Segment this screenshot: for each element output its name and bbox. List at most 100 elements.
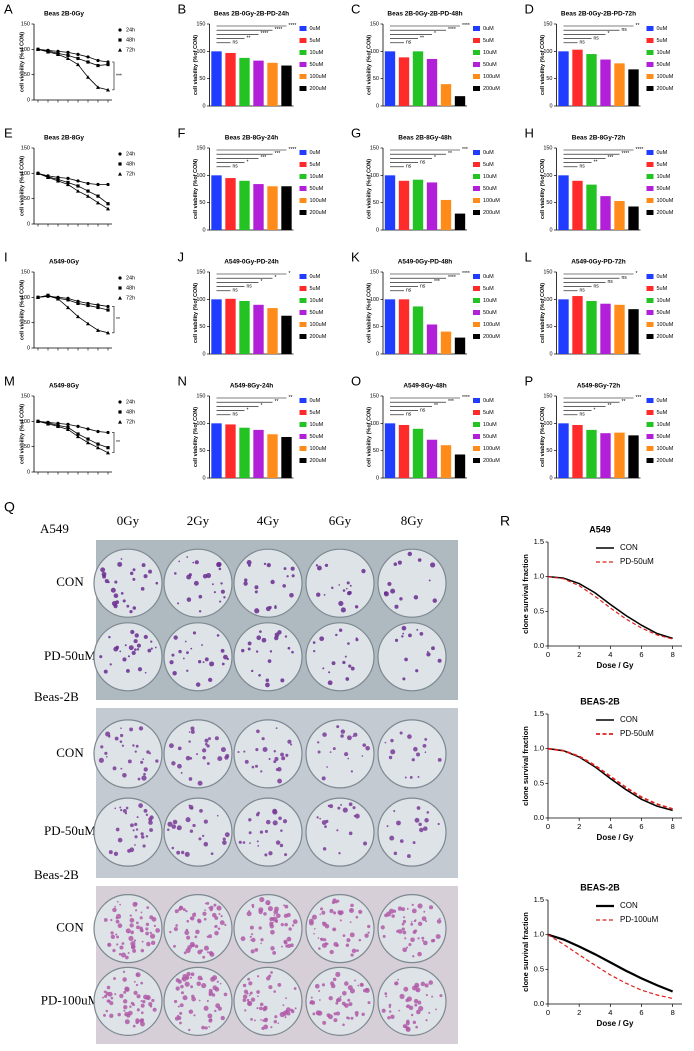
y-tick-label: 0 <box>27 469 30 475</box>
colony <box>280 752 284 757</box>
colony <box>214 924 218 928</box>
legend-swatch <box>299 62 307 67</box>
colony <box>203 819 208 824</box>
point <box>46 421 50 426</box>
y-axis-label: clone survival fraction <box>521 726 530 806</box>
colony <box>150 647 153 650</box>
panel-letter: A <box>4 1 13 16</box>
colony <box>175 924 178 927</box>
y-tick-label: 150 <box>543 269 552 275</box>
colony <box>127 759 132 764</box>
y-tick-label: 50 <box>24 196 30 202</box>
colony <box>403 916 406 919</box>
colony <box>280 829 283 832</box>
y-tick-label: 0 <box>27 221 30 227</box>
legend-label: 200uM <box>483 334 500 340</box>
colony <box>135 909 138 912</box>
colony <box>345 677 350 681</box>
colony <box>274 1015 278 1019</box>
y-tick-label: 100 <box>370 421 379 427</box>
colony <box>406 854 411 858</box>
series-line <box>37 420 109 433</box>
y-tick-label: 0 <box>202 103 205 109</box>
y-tick-label: 1.5 <box>534 537 544 546</box>
treatment-label: CON <box>56 920 84 935</box>
colony <box>188 1028 191 1032</box>
well <box>377 622 447 692</box>
point <box>118 276 122 280</box>
colony <box>286 1011 291 1016</box>
legend-swatch <box>473 286 480 291</box>
colony <box>323 938 327 942</box>
chart-title: Beas 2B-0Gy-2B-PD-72h <box>561 11 636 18</box>
colony <box>148 820 153 825</box>
legend-swatch <box>646 298 654 303</box>
colony <box>221 662 225 666</box>
bar <box>614 201 625 230</box>
colony <box>270 929 275 935</box>
colony <box>399 597 403 601</box>
point <box>76 301 80 306</box>
colony <box>393 851 398 856</box>
point <box>66 298 70 302</box>
colony <box>186 935 191 940</box>
colony <box>328 671 331 674</box>
colony <box>335 971 341 978</box>
panel-letter: I <box>4 249 8 264</box>
colony <box>270 971 273 974</box>
colony <box>134 822 138 826</box>
colony <box>220 914 223 918</box>
colony <box>116 943 119 946</box>
colony <box>435 934 441 940</box>
colony <box>251 905 255 909</box>
bar <box>572 49 583 106</box>
colony <box>397 929 403 934</box>
colony <box>428 579 431 582</box>
colony <box>197 780 203 786</box>
significance-label: **** <box>462 271 470 277</box>
bar <box>412 306 424 354</box>
colony <box>177 602 180 605</box>
colony <box>169 660 174 665</box>
colony <box>338 584 341 586</box>
colony <box>343 1004 347 1007</box>
y-tick-label: 50 <box>199 200 205 206</box>
well <box>305 719 375 789</box>
point <box>76 184 80 188</box>
colony <box>186 971 191 977</box>
y-tick-label: 1.0 <box>534 572 544 581</box>
x-tick-label: 6 <box>639 822 643 831</box>
bar <box>267 434 278 478</box>
y-axis-label: cell viability (%of CON) <box>193 35 199 95</box>
bar <box>398 424 410 478</box>
bar <box>281 315 292 354</box>
colony <box>134 633 139 638</box>
y-axis-label: clone survival fraction <box>521 912 530 992</box>
colony <box>401 907 406 912</box>
colony <box>129 917 135 923</box>
x-tick-label: 4 <box>608 1008 612 1017</box>
colony <box>117 923 123 929</box>
colony <box>273 749 277 753</box>
point <box>66 180 70 185</box>
legend-label: 100uM <box>310 322 327 328</box>
point <box>46 49 50 54</box>
legend-swatch <box>473 150 480 155</box>
colony <box>404 776 407 779</box>
colony <box>270 579 275 585</box>
y-axis-label: cell viability (%of CON) <box>366 35 372 95</box>
colony <box>324 825 327 829</box>
colony <box>173 635 178 640</box>
colony <box>246 911 252 917</box>
colony <box>115 600 120 605</box>
significance-label: *** <box>636 395 642 401</box>
y-axis-label: cell viability (%of CON) <box>19 280 25 340</box>
legend-swatch <box>473 186 480 191</box>
colony <box>275 840 281 845</box>
colony <box>401 922 405 926</box>
colony <box>277 1022 280 1025</box>
legend-label: 0uM <box>310 26 321 32</box>
legend-label: 24h <box>126 151 135 157</box>
colony <box>319 817 322 820</box>
significance-label: ns <box>420 283 426 289</box>
